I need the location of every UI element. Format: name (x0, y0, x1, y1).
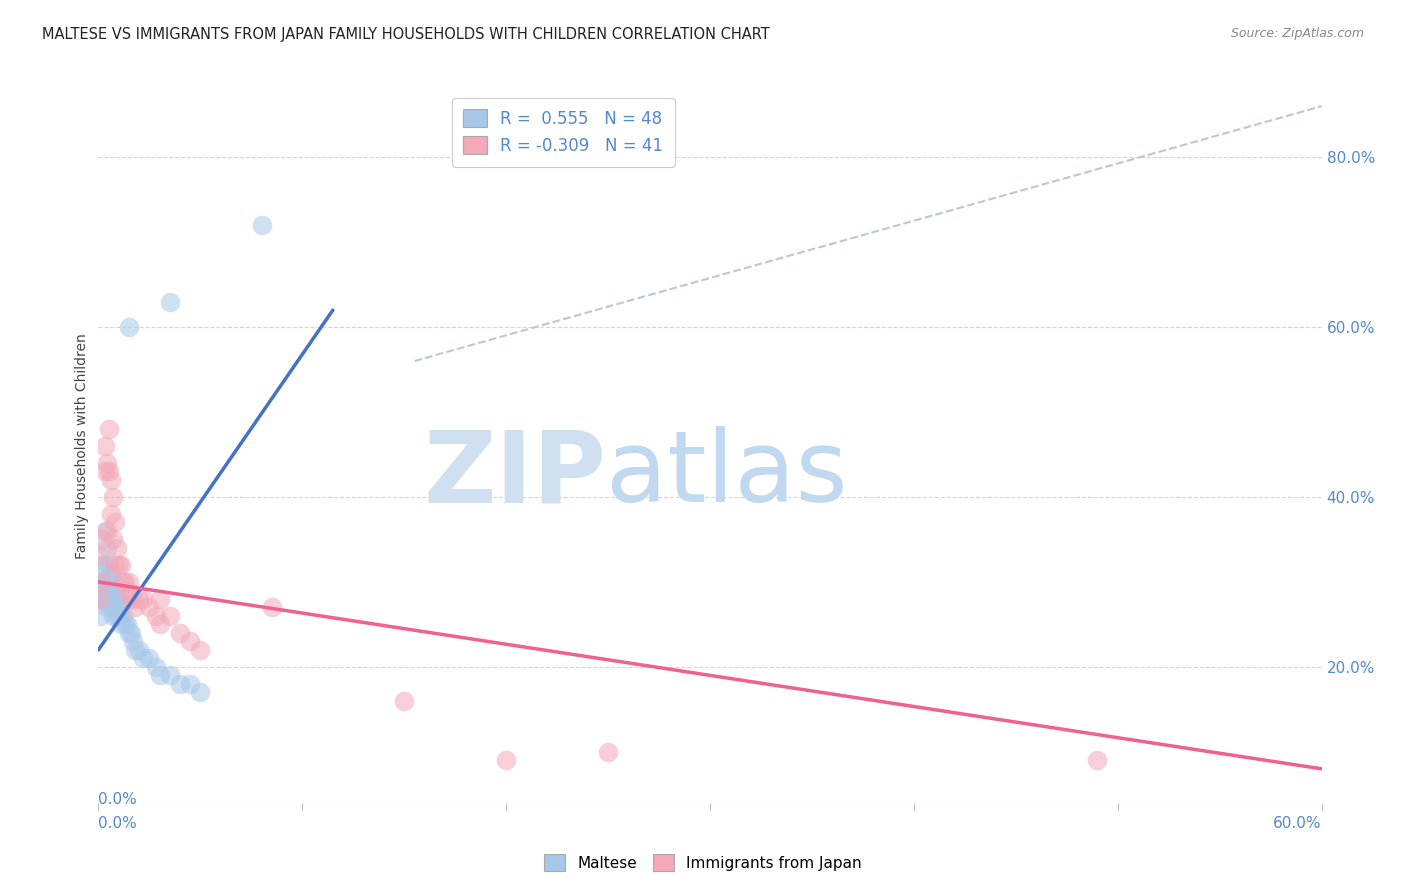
Point (118, 574, 141, 589)
Point (115, 583, 138, 598)
Point (1085, 753, 1108, 767)
Point (101, 533, 124, 547)
Text: ZIP: ZIP (423, 426, 606, 523)
Point (108, 558, 131, 572)
Point (93, 591, 115, 606)
Point (128, 591, 150, 606)
Point (598, 745, 620, 759)
Point (110, 617, 132, 632)
Text: 60.0%: 60.0% (1274, 816, 1322, 831)
Point (149, 668, 172, 682)
Point (97, 465, 120, 479)
Point (89, 591, 111, 606)
Point (111, 608, 134, 623)
Point (101, 608, 124, 623)
Point (101, 591, 124, 606)
Point (91, 591, 114, 606)
Point (179, 634, 201, 648)
Text: Source: ZipAtlas.com: Source: ZipAtlas.com (1230, 27, 1364, 40)
Point (96, 600, 118, 615)
Point (118, 320, 141, 334)
Point (114, 617, 136, 632)
Point (118, 626, 141, 640)
Point (124, 643, 146, 657)
Text: 0.0%: 0.0% (98, 816, 138, 831)
Legend: Maltese, Immigrants from Japan: Maltese, Immigrants from Japan (534, 845, 872, 880)
Point (104, 516, 127, 530)
Point (169, 677, 191, 691)
Point (91, 558, 114, 572)
Point (138, 651, 160, 665)
Point (124, 600, 146, 615)
Text: 0.0%: 0.0% (98, 792, 138, 807)
Point (159, 608, 181, 623)
Point (149, 591, 172, 606)
Point (132, 591, 155, 606)
Point (260, 600, 283, 615)
Point (96, 541, 118, 555)
Point (111, 574, 134, 589)
Point (115, 617, 138, 632)
Y-axis label: Family Households with Children: Family Households with Children (76, 333, 90, 559)
Point (100, 566, 122, 581)
Point (179, 677, 201, 691)
Point (89, 608, 111, 623)
Point (91, 574, 114, 589)
Point (105, 608, 128, 623)
Point (97, 422, 120, 436)
Point (108, 591, 131, 606)
Point (89, 591, 111, 606)
Point (97, 558, 120, 572)
Point (128, 643, 150, 657)
Legend: R =  0.555   N = 48, R = -0.309   N = 41: R = 0.555 N = 48, R = -0.309 N = 41 (451, 97, 675, 167)
Point (100, 473, 122, 487)
Point (93, 465, 115, 479)
Point (97, 574, 120, 589)
Point (105, 541, 128, 555)
Point (91, 533, 114, 547)
Point (145, 660, 167, 674)
Point (110, 600, 132, 615)
Point (120, 626, 142, 640)
Text: MALTESE VS IMMIGRANTS FROM JAPAN FAMILY HOUSEHOLDS WITH CHILDREN CORRELATION CHA: MALTESE VS IMMIGRANTS FROM JAPAN FAMILY … (42, 27, 770, 42)
Point (114, 574, 136, 589)
Point (96, 456, 118, 470)
Point (104, 583, 127, 598)
Point (495, 753, 517, 767)
Point (169, 626, 191, 640)
Point (159, 294, 181, 309)
Point (96, 524, 118, 538)
Point (105, 591, 128, 606)
Point (108, 608, 131, 623)
Point (93, 439, 115, 453)
Point (89, 574, 111, 589)
Point (145, 608, 167, 623)
Point (159, 668, 181, 682)
Point (392, 694, 416, 708)
Point (104, 600, 127, 615)
Point (89, 549, 111, 564)
Point (100, 507, 122, 521)
Point (122, 591, 145, 606)
Point (91, 574, 114, 589)
Point (138, 600, 160, 615)
Point (101, 490, 124, 504)
Point (101, 574, 124, 589)
Point (122, 634, 145, 648)
Point (96, 574, 118, 589)
Point (188, 685, 212, 699)
Point (149, 617, 172, 632)
Point (250, 218, 273, 232)
Point (110, 558, 132, 572)
Point (104, 558, 127, 572)
Point (188, 643, 212, 657)
Point (120, 591, 142, 606)
Point (132, 651, 155, 665)
Text: atlas: atlas (606, 426, 848, 523)
Point (93, 524, 115, 538)
Point (100, 600, 122, 615)
Point (93, 558, 115, 572)
Point (100, 583, 122, 598)
Point (97, 591, 120, 606)
